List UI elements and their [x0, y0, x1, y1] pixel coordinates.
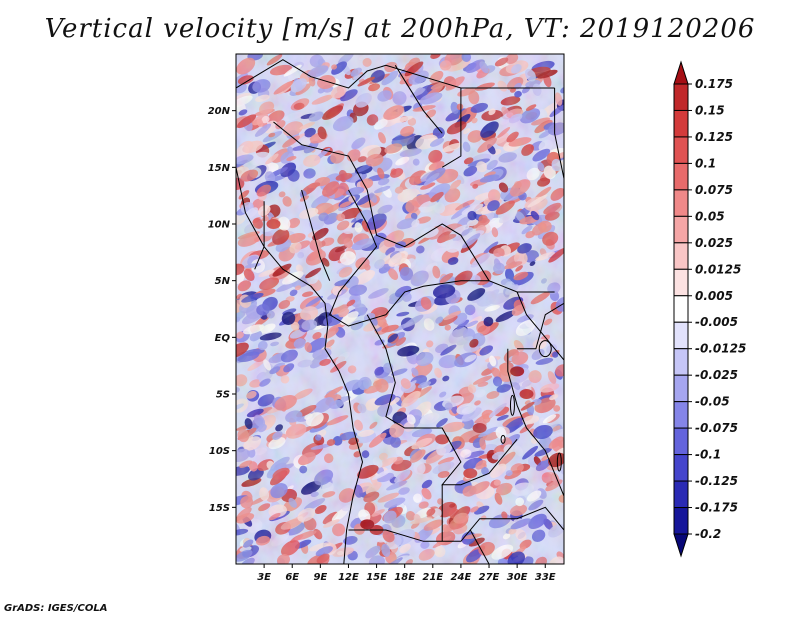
border-line: [301, 189, 331, 281]
lon-tick-label: 33E: [535, 572, 556, 583]
colorbar-segment: [673, 83, 689, 111]
colorbar-segment: [673, 295, 689, 323]
colorbar-segment: [673, 427, 689, 456]
colorbar-segment: [673, 401, 689, 429]
colorbar-segment: [673, 136, 689, 164]
field-texture: [236, 54, 564, 564]
lat-tick-label: 10N: [208, 220, 231, 231]
border-line: [394, 65, 443, 134]
lon-tick-label: 6E: [285, 572, 299, 583]
colorbar-arrow-top: [673, 60, 689, 85]
border-line: [469, 529, 490, 564]
map-plot-area: [235, 53, 565, 565]
lat-tick-label: 15N: [208, 163, 231, 174]
colorbar-label: -0.005: [695, 315, 738, 329]
colorbar-label: -0.025: [695, 368, 738, 382]
lat-tick-label: 10S: [209, 446, 230, 457]
colorbar-label: 0.15: [695, 103, 725, 117]
lon-tick-label: 9E: [313, 572, 327, 583]
colorbar-segment: [673, 189, 689, 217]
lat-tick-label: 20N: [208, 106, 231, 117]
colorbar-segment: [673, 321, 689, 350]
colorbar-arrow-bottom: [673, 533, 689, 558]
colorbar-label: -0.075: [695, 421, 738, 435]
lake-outline: [500, 434, 506, 444]
colorbar-segment: [673, 454, 689, 482]
colorbar-label: -0.0125: [695, 342, 746, 356]
colorbar: 0.175 0.15 0.125 0.1 0.075 0.05 0.025 0.0125 0.0…: [673, 60, 746, 558]
lon-tick-label: 15E: [366, 572, 387, 583]
border-line: [366, 314, 518, 486]
map-frame: [235, 53, 565, 565]
colorbar-segment: [673, 348, 689, 376]
velocity-field: [236, 54, 564, 564]
colorbar-segment: [673, 268, 689, 297]
map-title: Vertical velocity [m/s] at 200hPa, VT: 2…: [44, 14, 756, 44]
lon-tick-label: 12E: [338, 572, 359, 583]
colorbar-label: 0.005: [695, 289, 733, 303]
lon-tick-label: 21E: [422, 572, 443, 583]
lat-tick-label: EQ: [215, 333, 231, 344]
border-line: [517, 302, 564, 350]
colorbar-label: 0.05: [695, 209, 725, 223]
lon-tick-label: 30E: [507, 572, 528, 583]
lon-tick-label: 27E: [479, 572, 500, 583]
border-line: [236, 167, 364, 564]
colorbar-label: 0.125: [695, 130, 733, 144]
colorbar-segment: [673, 109, 689, 138]
lat-tick-label: 5S: [216, 390, 230, 401]
border-line: [236, 59, 462, 168]
lon-tick-label: 24E: [451, 572, 472, 583]
colorbar-segment: [673, 374, 689, 403]
grads-credit: GrADS: IGES/COLA: [4, 603, 108, 614]
border-line: [329, 189, 489, 327]
colorbar-segment: [673, 480, 689, 509]
lake-outline: [556, 452, 562, 472]
border-line: [254, 201, 265, 270]
colorbar-label: 0.0125: [695, 262, 741, 276]
latitude-axis: 20N 15N 10N 5N EQ 5S 10S 15S: [208, 106, 236, 514]
colorbar-label: 0.175: [695, 77, 733, 91]
colorbar-label: -0.1: [695, 448, 721, 462]
lat-tick-label: 15S: [209, 503, 230, 514]
colorbar-label: 0.025: [695, 236, 733, 250]
colorbar-segment: [673, 242, 689, 270]
colorbar-segment: [673, 215, 689, 244]
colorbar-label: -0.05: [695, 395, 730, 409]
lon-tick-label: 3E: [257, 572, 271, 583]
lat-tick-label: 5N: [215, 276, 231, 287]
longitude-axis: 3E 6E 9E 12E 15E 18E 21E 24E 27E 30E 33E: [257, 564, 556, 583]
border-line: [554, 88, 564, 179]
colorbar-label: -0.2: [695, 527, 721, 541]
colorbar-label: 0.1: [695, 156, 716, 170]
colorbar-segment: [673, 162, 689, 191]
border-line: [516, 291, 564, 361]
country-borders: [236, 59, 564, 564]
lake-outline: [509, 394, 515, 416]
colorbar-label: -0.125: [695, 474, 738, 488]
lake-outline: [538, 340, 552, 358]
lon-tick-label: 18E: [394, 572, 415, 583]
colorbar-label: 0.075: [695, 183, 733, 197]
border-line: [507, 348, 564, 497]
colorbar-label: -0.175: [695, 501, 738, 515]
colorbar-segment: [673, 507, 689, 535]
border-line: [273, 121, 555, 293]
